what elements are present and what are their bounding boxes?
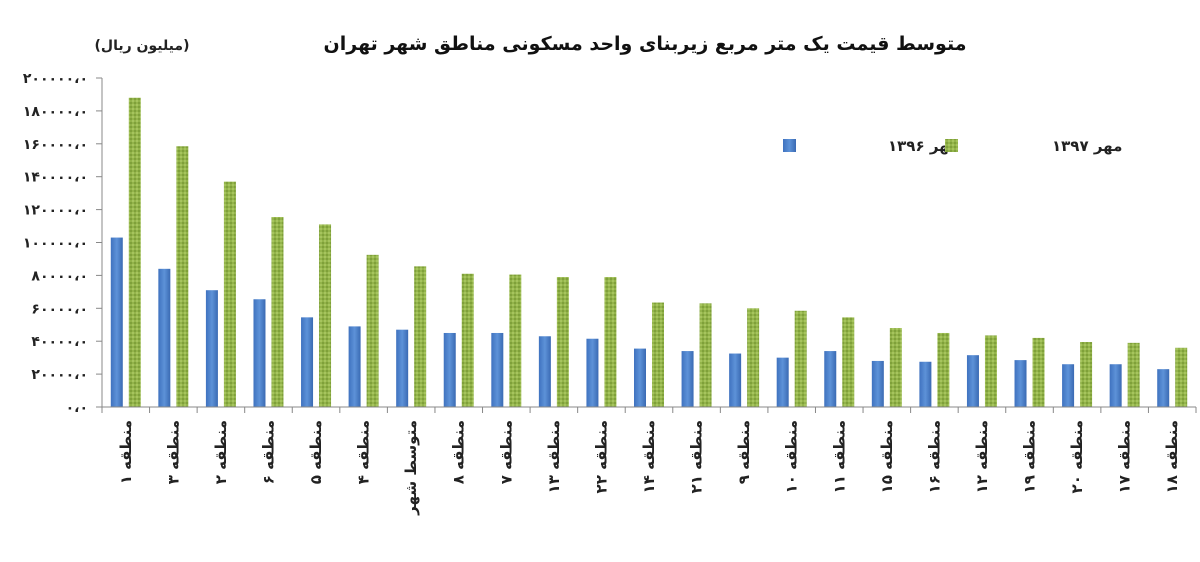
x-category-label: منطقه ۲۲ <box>592 420 610 493</box>
y-tick-label: ۱۶۰۰۰۰،۰ <box>23 137 88 153</box>
bar-1396-1 <box>158 268 171 407</box>
x-category-label: منطقه ۷ <box>497 420 515 484</box>
legend: مهر ۱۳۹۶ مهر ۱۳۹۷ <box>783 137 1122 155</box>
x-category-label: منطقه ۳ <box>164 420 182 484</box>
y-axis: ۰،۰ ۲۰۰۰۰،۰ ۴۰۰۰۰،۰ ۶۰۰۰۰،۰ ۸۰۰۰۰،۰ ۱۰۰۰۰۰،۰ ۱… <box>23 71 103 416</box>
x-category-label: منطقه ۱۸ <box>1163 420 1181 493</box>
bar-1396-15 <box>824 351 837 407</box>
bar-1397-4 <box>319 224 332 407</box>
bar-1397-1 <box>176 146 189 407</box>
y-tick-label: ۶۰۰۰۰،۰ <box>31 301 88 317</box>
bar-1397-21 <box>1127 342 1140 407</box>
legend-label-1396: مهر ۱۳۹۶ <box>888 137 958 155</box>
bar-1396-0 <box>110 237 123 407</box>
x-category-label: منطقه ۲ <box>212 420 230 484</box>
y-tick-label: ۲۰۰۰۰،۰ <box>31 367 88 383</box>
x-category-label: منطقه ۱۴ <box>640 420 658 493</box>
x-category-label: منطقه ۶ <box>259 420 277 484</box>
y-tick-label: ۲۰۰۰۰۰،۰ <box>23 71 88 87</box>
bar-1397-19 <box>1032 337 1045 407</box>
bar-1397-22 <box>1175 347 1188 407</box>
bar-1397-7 <box>461 273 474 407</box>
bar-1396-11 <box>634 348 646 407</box>
bar-1396-7 <box>443 332 456 407</box>
x-category-label: منطقه ۱۷ <box>1116 420 1134 493</box>
y-tick-label: ۱۰۰۰۰۰،۰ <box>23 236 88 252</box>
bar-1397-16 <box>889 328 902 407</box>
bar-1397-8 <box>509 274 522 407</box>
legend-swatch-1396 <box>783 139 796 152</box>
x-category-label: متوسط شهر <box>402 420 420 516</box>
x-category-label: منطقه ۹ <box>735 420 753 484</box>
bar-1396-13 <box>729 353 742 407</box>
bar-1396-20 <box>1062 364 1075 407</box>
bar-1397-14 <box>794 310 807 407</box>
bar-1396-18 <box>966 355 979 407</box>
bar-1397-13 <box>747 308 760 407</box>
bar-1397-17 <box>937 332 950 407</box>
y-tick-label: ۱۲۰۰۰۰،۰ <box>23 203 88 219</box>
bar-1396-4 <box>301 317 314 407</box>
bar-1396-6 <box>396 329 409 407</box>
legend-label-1397: مهر ۱۳۹۷ <box>1052 137 1122 155</box>
bar-1397-0 <box>128 97 141 408</box>
x-category-label: منطقه ۱۶ <box>925 420 943 493</box>
bar-1397-9 <box>556 277 569 407</box>
y-tick-label: ۴۰۰۰۰،۰ <box>31 334 88 350</box>
bar-1396-12 <box>681 351 694 407</box>
x-category-label: منطقه ۸ <box>450 420 468 484</box>
bar-1397-5 <box>366 254 379 407</box>
bar-1397-15 <box>842 317 855 407</box>
bar-1397-2 <box>223 181 236 407</box>
x-category-label: منطقه ۱۳ <box>545 420 563 493</box>
x-category-label: منطقه ۴ <box>355 420 373 484</box>
bar-1396-9 <box>538 336 551 407</box>
x-category-label: منطقه ۲۰ <box>1068 420 1086 493</box>
bar-1396-5 <box>348 326 361 407</box>
bars-group <box>110 97 1188 408</box>
bar-1396-21 <box>1109 364 1122 407</box>
legend-swatch-1397 <box>945 139 958 152</box>
x-category-label: منطقه ۱۲ <box>973 420 991 493</box>
chart-unit-label: (میلیون ریال) <box>95 38 190 54</box>
bar-1397-6 <box>414 266 427 407</box>
bar-1396-3 <box>253 299 266 407</box>
bar-1397-10 <box>604 277 617 407</box>
x-category-label: منطقه ۱۰ <box>783 420 801 493</box>
y-tick-label: ۸۰۰۰۰،۰ <box>31 268 88 284</box>
bar-1396-2 <box>205 290 218 407</box>
x-category-label: منطقه ۱۹ <box>1021 420 1039 493</box>
x-axis: منطقه ۱ منطقه ۳ منطقه ۲ منطقه ۶ منطقه ۵ منطقه… <box>101 406 1197 516</box>
bar-1397-12 <box>699 303 712 407</box>
x-category-label: منطقه ۱۵ <box>878 420 896 493</box>
bar-1397-3 <box>271 217 284 407</box>
y-tick-label: ۱۸۰۰۰۰،۰ <box>23 104 88 120</box>
bar-1397-11 <box>652 302 664 407</box>
bar-1396-22 <box>1157 369 1170 407</box>
bar-1396-19 <box>1014 360 1027 407</box>
x-category-label: منطقه ۵ <box>307 420 325 484</box>
chart-title: متوسط قیمت یک متر مربع زیربنای واحد مسکو… <box>324 33 967 55</box>
y-tick-label: ۰،۰ <box>66 400 88 416</box>
y-tick-label: ۱۴۰۰۰۰،۰ <box>23 170 88 186</box>
x-category-label: منطقه ۱ <box>117 420 135 484</box>
bar-1396-10 <box>586 338 599 407</box>
bar-1396-8 <box>491 332 504 407</box>
x-category-label: منطقه ۲۱ <box>688 420 706 493</box>
bar-1396-17 <box>919 361 932 407</box>
bar-1396-16 <box>871 360 884 407</box>
bar-1397-18 <box>984 335 997 407</box>
bar-1396-14 <box>776 357 789 407</box>
x-category-label: منطقه ۱۱ <box>830 420 848 493</box>
bar-1397-20 <box>1080 342 1093 407</box>
